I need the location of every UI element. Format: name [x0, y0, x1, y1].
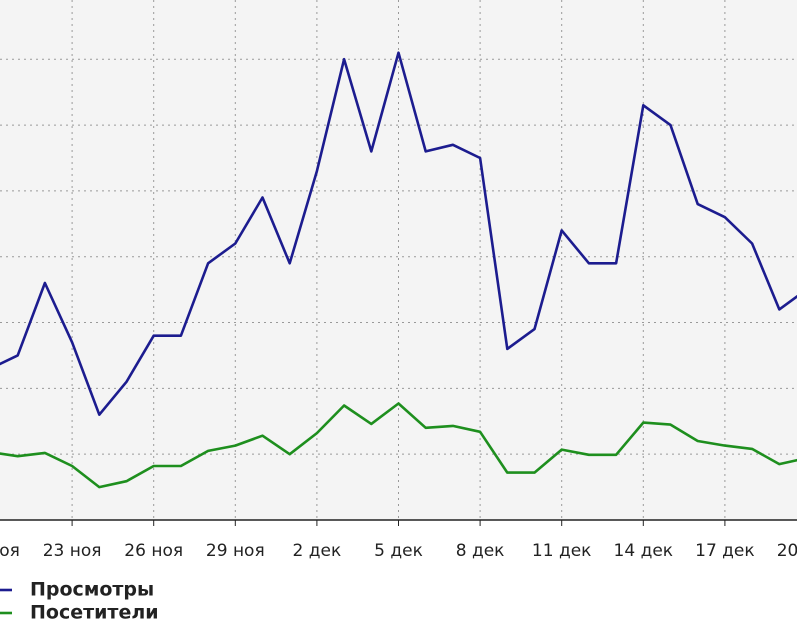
x-tick-label: 5 дек	[374, 541, 423, 561]
x-tick-label: 20 дек	[777, 541, 797, 561]
legend-label: Просмотры	[30, 579, 154, 601]
legend-label: Посетители	[30, 602, 159, 623]
x-tick-label: 20 ноя	[0, 541, 20, 561]
x-tick-label: 2 дек	[293, 541, 342, 561]
x-tick-label: 23 ноя	[43, 541, 102, 561]
x-tick-label: 29 ноя	[206, 541, 265, 561]
x-tick-label: 26 ноя	[124, 541, 183, 561]
series-line	[0, 51, 797, 416]
x-tick-label: 14 дек	[614, 541, 674, 561]
x-tick-label: 8 дек	[456, 541, 505, 561]
series-line	[0, 402, 797, 489]
x-tick-label: 11 дек	[532, 541, 592, 561]
x-tick-label: 17 дек	[695, 541, 755, 561]
